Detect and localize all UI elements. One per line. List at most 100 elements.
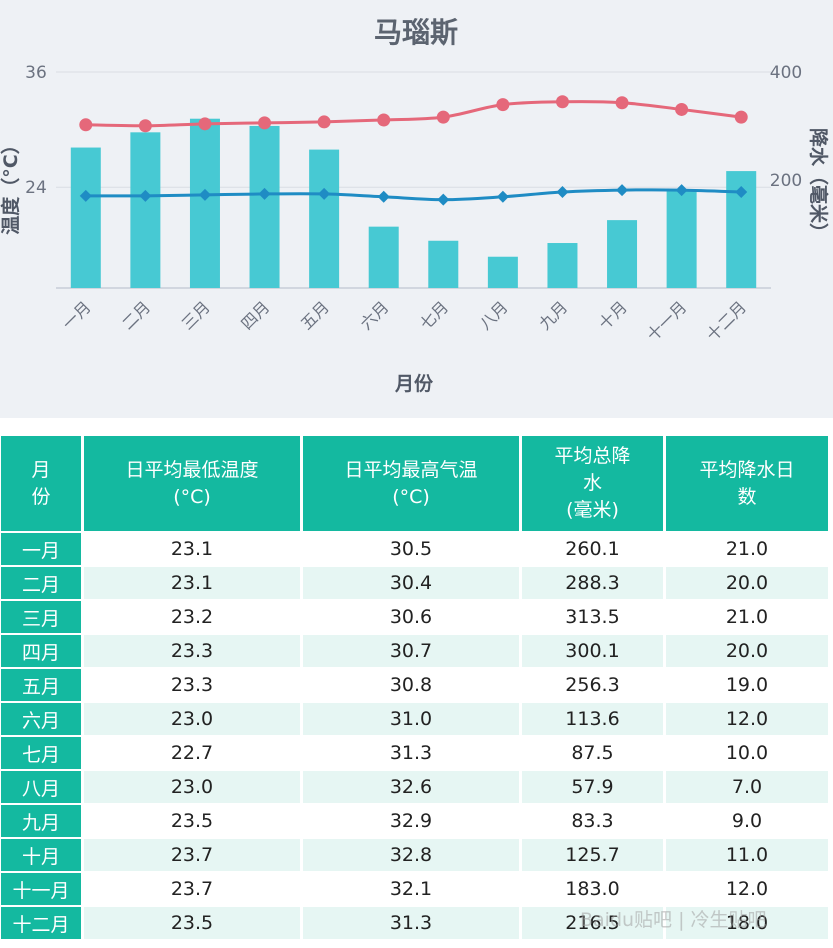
min-temp-point: [437, 193, 450, 206]
cell-precip: 300.1: [522, 635, 663, 667]
precip-bar: [607, 220, 638, 288]
min-temp-line: [85, 188, 742, 202]
min-temp-point: [377, 190, 390, 203]
max-temp-point: [258, 116, 272, 130]
cell-rain-days: 12.0: [666, 873, 828, 905]
precip-bar: [666, 189, 697, 288]
cell-precip: 125.7: [522, 839, 663, 871]
min-temp-point: [139, 189, 152, 202]
cell-precip: 260.1: [522, 533, 663, 565]
cell-precip: 87.5: [522, 737, 663, 769]
header-month: 月 份: [1, 436, 81, 531]
cell-rain-days: 21.0: [666, 601, 828, 633]
cell-max-temp: 31.3: [303, 907, 519, 939]
min-temp-point: [616, 184, 629, 197]
cell-rain-days: 20.0: [666, 567, 828, 599]
category-label: 八月: [476, 297, 512, 333]
table-row: 七月 22.7 31.3 87.5 10.0: [1, 737, 828, 769]
max-temp-point: [138, 119, 152, 133]
cell-min-temp: 23.5: [84, 805, 300, 837]
precip-bar: [189, 118, 220, 289]
right-axis-label: 降水（毫米）: [807, 128, 830, 242]
category-label: 九月: [535, 297, 571, 333]
cell-month: 十一月: [1, 873, 81, 905]
table-header-row: 月 份 日平均最低温度 (°C) 日平均最高气温 (°C) 平均总降 水 (毫米…: [1, 436, 828, 531]
max-temp-line: [85, 100, 742, 128]
max-temp-point: [79, 118, 93, 132]
min-temp-point: [556, 186, 569, 198]
category-label: 二月: [118, 297, 154, 333]
cell-max-temp: 30.4: [303, 567, 519, 599]
cell-rain-days: 19.0: [666, 669, 828, 701]
cell-month: 七月: [1, 737, 81, 769]
max-temp-point: [198, 117, 212, 131]
max-temp-point: [675, 102, 689, 116]
cell-max-temp: 32.6: [303, 771, 519, 803]
max-temp-point: [317, 115, 331, 129]
cell-precip: 216.5: [522, 907, 663, 939]
category-label: 十月: [595, 297, 631, 333]
cell-rain-days: 20.0: [666, 635, 828, 667]
cell-max-temp: 30.6: [303, 601, 519, 633]
left-axis-label: 温度（°C）: [0, 135, 22, 234]
max-temp-point: [615, 96, 629, 110]
min-temp-point: [79, 189, 92, 202]
category-label: 一月: [59, 297, 95, 333]
header-rain-days: 平均降水日 数: [666, 436, 828, 531]
cell-max-temp: 30.8: [303, 669, 519, 701]
table-row: 十一月 23.7 32.1 183.0 12.0: [1, 873, 828, 905]
category-label: 十一月: [643, 297, 690, 344]
cell-precip: 83.3: [522, 805, 663, 837]
table-row: 十二月 23.5 31.3 216.5 18.0: [1, 907, 828, 939]
cell-precip: 57.9: [522, 771, 663, 803]
chart-panel: 马瑙斯 36 24 400 200 温度（°C） 降水（毫米） 月份 一月 二月 三月 四月 五月 六月七…: [0, 0, 833, 418]
right-tick-label: 400: [770, 63, 802, 83]
cell-precip: 256.3: [522, 669, 663, 701]
cell-min-temp: 23.1: [84, 533, 300, 565]
precip-bar: [70, 147, 101, 288]
cell-month: 五月: [1, 669, 81, 701]
precip-bar: [249, 125, 280, 288]
category-label: 三月: [178, 297, 214, 333]
precip-bar: [368, 226, 399, 288]
cell-max-temp: 31.0: [303, 703, 519, 735]
min-temp-point: [258, 187, 271, 200]
header-min-temp: 日平均最低温度 (°C): [84, 436, 300, 531]
precip-bar: [547, 243, 578, 288]
table-row: 八月 23.0 32.6 57.9 7.0: [1, 771, 828, 803]
category-label: 七月: [416, 297, 452, 333]
cell-month: 九月: [1, 805, 81, 837]
cell-month: 十二月: [1, 907, 81, 939]
cell-month: 四月: [1, 635, 81, 667]
cell-precip: 183.0: [522, 873, 663, 905]
cell-precip: 313.5: [522, 601, 663, 633]
table-row: 二月 23.1 30.4 288.3 20.0: [1, 567, 828, 599]
cell-month: 二月: [1, 567, 81, 599]
cell-max-temp: 32.9: [303, 805, 519, 837]
cell-month: 八月: [1, 771, 81, 803]
cell-min-temp: 23.7: [84, 873, 300, 905]
cell-min-temp: 23.3: [84, 635, 300, 667]
precip-bar: [309, 149, 340, 288]
cell-precip: 113.6: [522, 703, 663, 735]
cell-min-temp: 23.0: [84, 771, 300, 803]
cell-max-temp: 32.1: [303, 873, 519, 905]
climate-table: 月 份 日平均最低温度 (°C) 日平均最高气温 (°C) 平均总降 水 (毫米…: [0, 434, 831, 941]
min-temp-point: [198, 188, 211, 201]
precip-bar: [487, 256, 518, 288]
left-tick-label: 24: [25, 178, 47, 198]
table-row: 六月 23.0 31.0 113.6 12.0: [1, 703, 828, 735]
chart-title: 马瑙斯: [374, 16, 458, 49]
cell-rain-days: 11.0: [666, 839, 828, 871]
table-row: 三月 23.2 30.6 313.5 21.0: [1, 601, 828, 633]
cell-min-temp: 23.7: [84, 839, 300, 871]
cell-rain-days: 21.0: [666, 533, 828, 565]
min-temp-point: [496, 190, 509, 203]
cell-max-temp: 32.8: [303, 839, 519, 871]
cell-month: 三月: [1, 601, 81, 633]
max-temp-point: [734, 110, 748, 124]
category-label: 十二月: [703, 297, 750, 344]
cell-min-temp: 23.5: [84, 907, 300, 939]
cell-max-temp: 30.7: [303, 635, 519, 667]
precip-bar: [130, 132, 161, 288]
